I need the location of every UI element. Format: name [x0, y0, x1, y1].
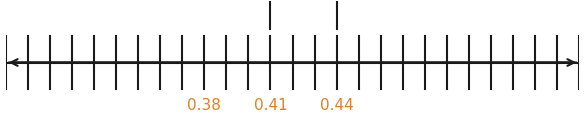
Text: 0.41: 0.41 [253, 98, 287, 113]
Text: 0.38: 0.38 [187, 98, 221, 113]
Text: 0.44: 0.44 [320, 98, 353, 113]
